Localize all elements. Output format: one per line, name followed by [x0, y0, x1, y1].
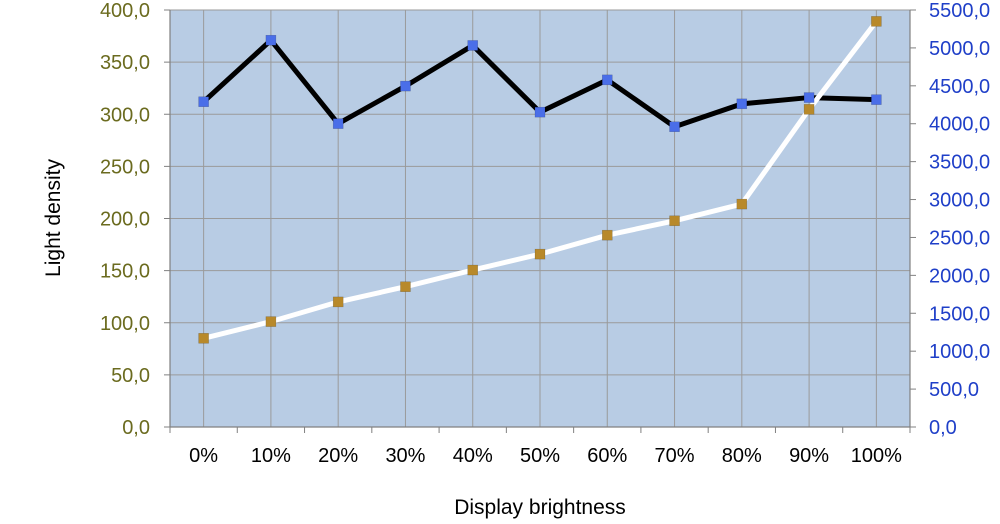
series-1-marker: [534, 106, 546, 118]
series-2-marker: [602, 229, 613, 241]
x-tick-label: 10%: [251, 445, 291, 467]
right-tick-label: 4000,0: [929, 114, 990, 136]
x-axis-ticks: 0% 10% 20% 30% 40% 50% 60% 70% 80% 90% 100%: [169, 427, 911, 467]
grid-lines: [170, 9, 910, 428]
left-tick-label: 250,0: [100, 156, 150, 178]
series-2-marker: [736, 198, 748, 210]
right-tick-label: 2000,0: [929, 265, 990, 287]
right-tick-label: 2500,0: [929, 227, 990, 249]
series-1-marker: [669, 121, 680, 133]
right-y-axis-ticks: 0,0 500,0 1000,0 1500,0 2000,0 2500,0 3000,0 35…: [910, 0, 990, 439]
x-tick-label: 90%: [789, 445, 829, 467]
x-tick-label: 30%: [385, 445, 425, 467]
x-tick-label: 20%: [318, 445, 358, 467]
series-1-marker: [265, 34, 277, 46]
y-axis-title: Light density: [42, 159, 65, 277]
left-tick-label: 400,0: [100, 0, 150, 22]
series-1-marker: [602, 74, 613, 86]
left-y-axis-ticks: 0,0 50,0 100,0 150,0 200,0 250,0 300,0 350,0 400…: [100, 0, 170, 439]
series-1-marker: [400, 80, 411, 92]
series-2-marker: [871, 16, 882, 27]
x-tick-label: 100%: [851, 445, 902, 467]
series-1-marker: [467, 40, 478, 51]
x-tick-label: 80%: [722, 445, 762, 467]
x-tick-label: 60%: [587, 445, 627, 467]
series-2-marker: [332, 296, 344, 308]
right-tick-label: 5500,0: [929, 0, 990, 22]
x-tick-label: 70%: [655, 445, 695, 467]
series-2-marker: [467, 264, 478, 276]
series-1-marker: [198, 96, 209, 107]
right-tick-label: 1000,0: [929, 341, 990, 363]
series-2-marker: [265, 316, 277, 327]
right-tick-label: 5000,0: [929, 38, 990, 60]
left-tick-label: 100,0: [100, 313, 150, 335]
series-2-marker: [803, 104, 815, 115]
x-tick-label: 50%: [520, 445, 560, 467]
series-1-marker: [736, 98, 748, 110]
right-tick-label: 3000,0: [929, 190, 990, 212]
x-axis-title: Display brightness: [454, 496, 626, 519]
series-1-marker: [332, 118, 344, 129]
right-tick-label: 4500,0: [929, 76, 990, 98]
right-tick-label: 500,0: [929, 379, 979, 401]
right-tick-label: 1500,0: [929, 303, 990, 325]
left-tick-label: 50,0: [111, 365, 150, 387]
series-2-marker: [534, 248, 546, 260]
series-2-marker: [198, 333, 209, 344]
series-1-marker: [803, 92, 815, 103]
left-tick-label: 300,0: [100, 104, 150, 126]
x-tick-label: 40%: [453, 445, 493, 467]
right-tick-label: 3500,0: [929, 152, 990, 174]
series-2-marker: [669, 215, 680, 227]
left-tick-label: 0,0: [122, 417, 150, 439]
left-tick-label: 350,0: [100, 52, 150, 74]
right-tick-label: 0,0: [929, 417, 957, 439]
x-tick-label: 0%: [189, 445, 218, 467]
left-tick-label: 150,0: [100, 261, 150, 283]
series: [198, 16, 882, 344]
series-2-marker: [400, 281, 411, 292]
series-1-marker: [871, 94, 882, 105]
left-tick-label: 200,0: [100, 209, 150, 231]
